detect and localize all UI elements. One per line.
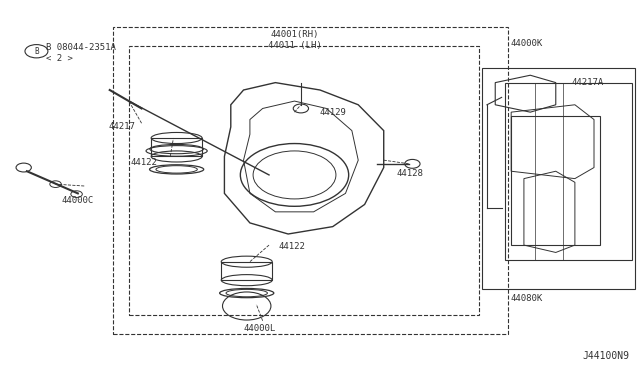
Text: J44100N9: J44100N9 (582, 351, 629, 361)
Text: 44217A: 44217A (572, 78, 604, 87)
Text: 44128: 44128 (396, 169, 423, 177)
Text: 44000C: 44000C (61, 196, 94, 205)
Bar (113, 27, 508, 334)
Bar (505, 83, 632, 260)
Text: 44000L: 44000L (243, 324, 276, 333)
Bar (511, 116, 600, 245)
Text: B: B (34, 47, 39, 56)
Bar (221, 262, 272, 280)
Bar (129, 46, 479, 315)
Text: 44122: 44122 (131, 157, 157, 167)
Bar (151, 138, 202, 157)
Text: 44000K: 44000K (511, 39, 543, 48)
Text: B 08044-2351A
< 2 >: B 08044-2351A < 2 > (46, 44, 116, 63)
Text: 44001(RH)
44011 (LH): 44001(RH) 44011 (LH) (268, 31, 321, 50)
Text: 44129: 44129 (320, 108, 347, 117)
Text: 44217: 44217 (108, 122, 135, 131)
Text: 44080K: 44080K (511, 294, 543, 303)
Text: 44122: 44122 (278, 243, 305, 251)
Bar (483, 68, 636, 289)
